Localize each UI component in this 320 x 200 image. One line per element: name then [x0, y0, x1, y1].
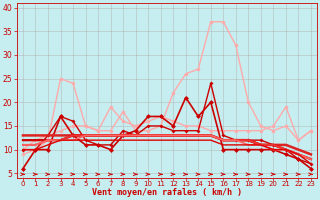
X-axis label: Vent moyen/en rafales ( km/h ): Vent moyen/en rafales ( km/h ) [92, 188, 242, 197]
